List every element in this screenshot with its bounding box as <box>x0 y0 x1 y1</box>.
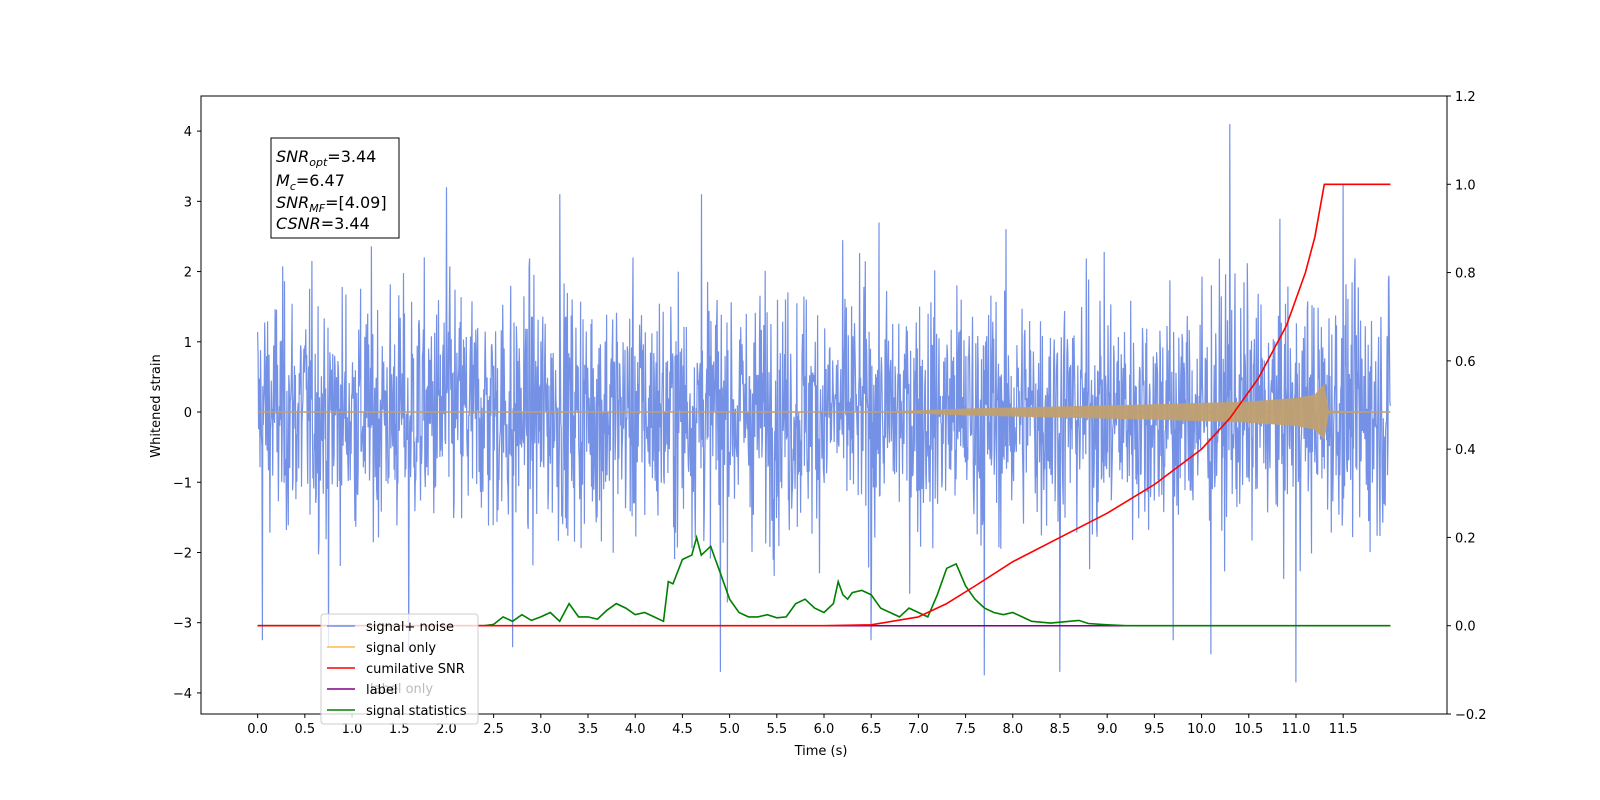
x-tick-label: 3.5 <box>578 722 599 737</box>
y2-tick-label: 1.2 <box>1455 90 1476 105</box>
x-tick-label: 3.0 <box>530 722 551 737</box>
y-tick-label: −1 <box>173 476 192 491</box>
legend-ghost-text: label only <box>370 682 433 697</box>
x-tick-label: 1.0 <box>342 722 363 737</box>
x-tick-label: 1.5 <box>389 722 410 737</box>
x-tick-label: 9.5 <box>1144 722 1165 737</box>
legend-label: label <box>366 683 397 698</box>
y-tick-label: 3 <box>184 195 192 210</box>
y2-tick-label: −0.2 <box>1455 708 1487 723</box>
legend-label: signal only <box>366 641 436 656</box>
x-tick-label: 7.0 <box>908 722 929 737</box>
x-tick-label: 2.5 <box>483 722 504 737</box>
y2-tick-label: 0.6 <box>1455 355 1476 370</box>
annotation-box: SNRopt=3.44 Mc=6.47 SNRMF=[4.09] CSNR=3.… <box>270 137 400 239</box>
x-tick-label: 0.0 <box>247 722 268 737</box>
y-axis-right: 1.2 1.0 0.8 0.6 0.4 0.2 0.0 −0.2 <box>1447 90 1487 723</box>
legend-entry-label: label <box>327 683 397 698</box>
y-axis-left: 4 3 2 1 0 −1 −2 −3 −4 <box>173 125 201 702</box>
annotation-snr-opt: SNRopt=3.44 <box>276 147 376 169</box>
y-tick-label: 1 <box>184 336 192 351</box>
annotation-mc: Mc=6.47 <box>276 171 345 193</box>
x-tick-label: 5.0 <box>719 722 740 737</box>
legend-label: cumilative SNR <box>366 662 465 677</box>
y-tick-label: 4 <box>184 125 192 140</box>
x-axis-label: Time (s) <box>794 744 848 759</box>
x-tick-label: 5.5 <box>766 722 787 737</box>
y-axis-label: Whitened strain <box>149 354 164 457</box>
y2-tick-label: 0.2 <box>1455 531 1476 546</box>
y2-tick-label: 0.4 <box>1455 443 1476 458</box>
y-tick-label: 0 <box>184 406 192 421</box>
legend-box <box>320 613 479 725</box>
y-tick-label: −3 <box>173 617 192 632</box>
series-signal-noise-line <box>257 124 1391 683</box>
annotation-snr-mf: SNRMF=[4.09] <box>276 193 387 215</box>
legend-label: signal+ noise <box>366 620 454 635</box>
x-tick-label: 9.0 <box>1097 722 1118 737</box>
legend-entry-signal-noise: signal+ noise <box>327 620 454 635</box>
x-tick-label: 10.0 <box>1187 722 1216 737</box>
legend-entry-cumilative-snr: cumilative SNR <box>327 662 465 677</box>
x-tick-label: 7.5 <box>955 722 976 737</box>
series-cumilative-snr-line <box>257 183 1391 627</box>
series-signal-statistics-line <box>257 534 1391 627</box>
x-tick-label: 10.5 <box>1234 722 1263 737</box>
y-tick-label: 2 <box>184 266 192 281</box>
y-tick-label: −2 <box>173 546 192 561</box>
x-tick-label: 8.5 <box>1050 722 1071 737</box>
x-tick-label: 2.0 <box>436 722 457 737</box>
legend-entry-signal-statistics: signal statistics <box>327 704 467 719</box>
y2-tick-label: 1.0 <box>1455 178 1476 193</box>
legend-label: signal statistics <box>366 704 467 719</box>
x-tick-label: 0.5 <box>294 722 315 737</box>
x-axis: 0.0 0.5 1.0 1.5 2.0 2.5 3.0 3.5 4.0 4.5 5.0 5.5 6.0 6… <box>247 714 1358 737</box>
x-tick-label: 8.0 <box>1002 722 1023 737</box>
series-layer <box>257 124 1391 683</box>
annotation-csnr: CSNR=3.44 <box>276 214 370 233</box>
x-tick-label: 6.5 <box>861 722 882 737</box>
x-tick-label: 11.0 <box>1281 722 1310 737</box>
x-tick-label: 4.0 <box>625 722 646 737</box>
y2-tick-label: 0.0 <box>1455 620 1476 635</box>
y-tick-label: −4 <box>173 687 192 702</box>
legend: label only signal+ noise signal only cum… <box>320 613 479 725</box>
y2-tick-label: 0.8 <box>1455 267 1476 282</box>
x-tick-label: 6.0 <box>814 722 835 737</box>
legend-entry-signal-only: signal only <box>327 641 436 656</box>
x-tick-label: 11.5 <box>1329 722 1358 737</box>
x-tick-label: 4.5 <box>672 722 693 737</box>
